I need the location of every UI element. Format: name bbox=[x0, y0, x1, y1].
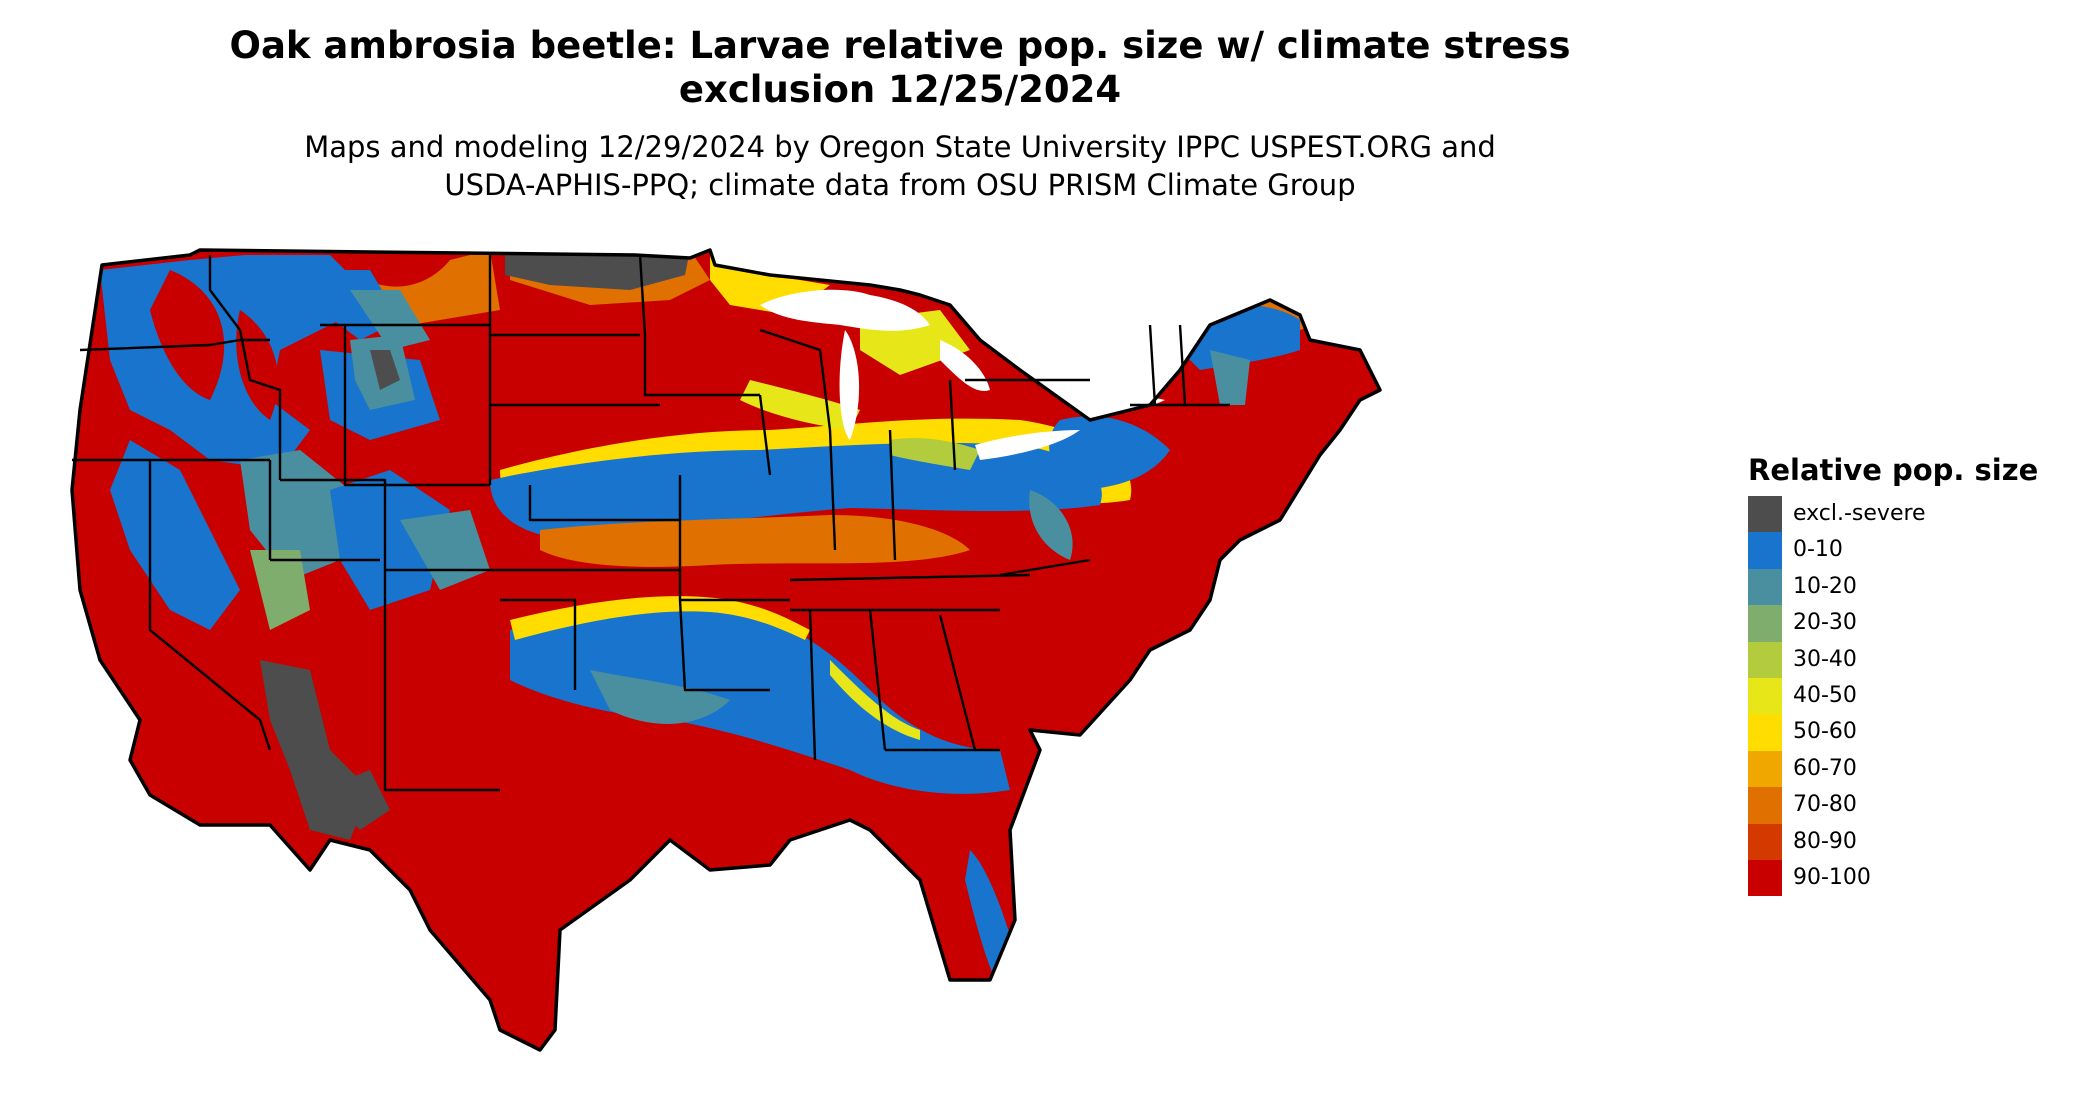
legend-item-0-10: 0-10 bbox=[1748, 532, 2078, 569]
lake-huron bbox=[940, 340, 990, 391]
legend-item-80-90: 80-90 bbox=[1748, 823, 2078, 860]
legend-swatch bbox=[1748, 677, 1782, 715]
legend-swatch bbox=[1748, 641, 1782, 678]
legend-item-40-50: 40-50 bbox=[1748, 677, 2078, 715]
state-line-mn bbox=[638, 254, 760, 397]
suitability-raster bbox=[72, 250, 1380, 1050]
zone-90-100 bbox=[150, 270, 225, 400]
state-line-wi bbox=[759, 328, 832, 431]
zone-10-20 bbox=[1029, 490, 1073, 560]
legend-swatch bbox=[1748, 532, 1782, 569]
zone-40-50 bbox=[740, 380, 860, 430]
map-title: Oak ambrosia beetle: Larvae relative pop… bbox=[130, 24, 1670, 112]
zone-70-80 bbox=[540, 515, 970, 567]
state-line-wa-or bbox=[79, 338, 270, 352]
lake-erie bbox=[975, 430, 1080, 460]
legend-label: 50-60 bbox=[1793, 719, 1857, 745]
legend-swatch bbox=[1748, 823, 1782, 860]
us-map-svg bbox=[70, 248, 1382, 1052]
zone-0-10 bbox=[1049, 416, 1170, 490]
zone-30-40 bbox=[890, 438, 980, 470]
state-line-nh-me bbox=[1178, 324, 1187, 406]
zone-10-20 bbox=[240, 450, 350, 580]
state-line-ca-nv bbox=[148, 460, 272, 751]
state-line-il-in bbox=[828, 429, 837, 551]
lake-michigan bbox=[839, 330, 860, 440]
state-line-ut-co bbox=[280, 478, 387, 570]
state-line-ga-sc bbox=[938, 614, 977, 751]
legend-swatch bbox=[1748, 714, 1782, 751]
legend-title: Relative pop. size bbox=[1748, 453, 2039, 487]
zone-0-10 bbox=[110, 440, 240, 630]
legend-item-excl-severe: excl.-severe bbox=[1748, 496, 2078, 533]
map-title-line-2: exclusion 12/25/2024 bbox=[678, 68, 1122, 111]
legend-label: excl.-severe bbox=[1793, 501, 1926, 526]
state-line-ar bbox=[678, 599, 770, 692]
zone-0-10 bbox=[490, 442, 1102, 540]
legend-item-50-60: 50-60 bbox=[1748, 714, 2078, 751]
state-line-va-nc bbox=[999, 558, 1091, 577]
us-map bbox=[70, 230, 1710, 1110]
state-line-nm-az bbox=[383, 570, 500, 792]
state-line-ne-ks bbox=[528, 485, 680, 522]
legend-item-30-40: 30-40 bbox=[1748, 641, 2078, 678]
state-line-ok-tx-panhandle bbox=[500, 598, 577, 690]
legend-swatch bbox=[1748, 859, 1782, 897]
legend-label: 10-20 bbox=[1793, 573, 1857, 599]
lake-superior bbox=[760, 289, 930, 331]
legend-label: 90-100 bbox=[1793, 864, 1871, 890]
zone-0-10 bbox=[330, 470, 450, 610]
us-outline bbox=[70, 248, 1382, 1052]
state-line-id-west bbox=[208, 255, 282, 480]
legend-label: 60-70 bbox=[1793, 755, 1857, 781]
map-title-line-1: Oak ambrosia beetle: Larvae relative pop… bbox=[229, 24, 1571, 67]
zone-90-100 bbox=[236, 310, 279, 420]
legend: Relative pop. size excl.-severe 0-10 10-… bbox=[1748, 452, 2078, 897]
legend-item-20-30: 20-30 bbox=[1748, 605, 2078, 642]
map-subtitle-line-2: USDA-APHIS-PPQ; climate data from OSU PR… bbox=[444, 168, 1356, 202]
state-line-in-oh bbox=[888, 429, 897, 561]
map-subtitle: Maps and modeling 12/29/2024 by Oregon S… bbox=[130, 128, 1670, 204]
state-line-ne-vt bbox=[1148, 324, 1157, 406]
legend-swatch bbox=[1748, 496, 1782, 533]
legend-item-10-20: 10-20 bbox=[1748, 568, 2078, 606]
zone-40-50 bbox=[830, 660, 920, 740]
legend-item-60-70: 60-70 bbox=[1748, 750, 2078, 788]
legend-label: 30-40 bbox=[1793, 646, 1857, 672]
zone-20-30 bbox=[250, 550, 310, 630]
state-line-oh-pa bbox=[948, 379, 957, 471]
legend-swatch bbox=[1748, 605, 1782, 642]
legend-swatch bbox=[1748, 750, 1782, 788]
legend-item-90-100: 90-100 bbox=[1748, 859, 2078, 897]
legend-label: 40-50 bbox=[1793, 682, 1857, 708]
state-line-wy bbox=[343, 325, 490, 487]
state-line-ky-tn bbox=[789, 573, 1031, 582]
state-line-al-ga bbox=[868, 609, 887, 751]
zone-10-20 bbox=[1210, 350, 1250, 405]
state-line-ms-al bbox=[808, 609, 817, 761]
state-boundaries bbox=[72, 254, 1230, 792]
zone-excl-severe bbox=[505, 250, 690, 290]
legend-swatch bbox=[1748, 787, 1782, 824]
zone-50-60 bbox=[510, 596, 810, 640]
zone-excl-severe bbox=[370, 350, 400, 390]
legend-label: 70-80 bbox=[1793, 792, 1857, 818]
legend-swatch bbox=[1748, 568, 1782, 606]
legend-label: 0-10 bbox=[1793, 537, 1843, 563]
state-line-ia-il bbox=[758, 394, 772, 476]
zone-excl-severe bbox=[320, 770, 390, 830]
zone-10-20 bbox=[590, 670, 730, 724]
legend-label: 80-90 bbox=[1793, 828, 1857, 854]
map-subtitle-line-1: Maps and modeling 12/29/2024 by Oregon S… bbox=[304, 130, 1496, 164]
zone-10-20 bbox=[350, 290, 430, 350]
legend-item-70-80: 70-80 bbox=[1748, 787, 2078, 824]
legend-label: 20-30 bbox=[1793, 610, 1857, 636]
